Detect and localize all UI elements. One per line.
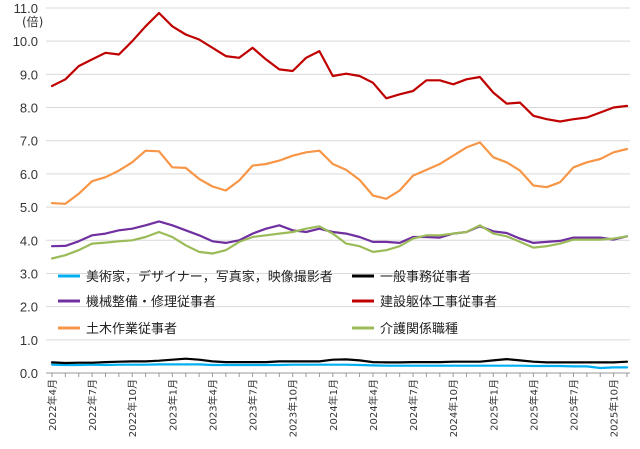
x-tick-label: 2024年7月 bbox=[407, 379, 420, 431]
x-tick-label: 2023年10月 bbox=[287, 379, 300, 437]
legend-item: 美術家，デザイナー，写真家，映像撮影者 bbox=[58, 269, 333, 285]
y-tick-label: 0.0 bbox=[20, 366, 38, 381]
y-tick-label: 10.0 bbox=[13, 34, 38, 49]
x-axis-ticks: 2022年4月 2022年7月 2022年10月 2023年1月 2023年4月 2023… bbox=[46, 379, 621, 437]
y-tick-label: 9.0 bbox=[20, 67, 38, 82]
x-tick-label: 2023年7月 bbox=[247, 379, 260, 431]
legend-item: 一般事務従事者 bbox=[352, 269, 471, 285]
series-line-3 bbox=[50, 220, 629, 248]
x-tick-label: 2022年7月 bbox=[86, 379, 99, 431]
legend-label: 一般事務従事者 bbox=[380, 269, 471, 285]
y-tick-label: 6.0 bbox=[20, 167, 38, 182]
y-tick-label: 1.0 bbox=[20, 333, 38, 348]
gridlines bbox=[46, 7, 630, 341]
legend-label: 介護関係職種 bbox=[380, 321, 458, 337]
y-tick-label: 7.0 bbox=[20, 134, 38, 149]
y-tick-label: 3.0 bbox=[20, 266, 38, 281]
series-line-6 bbox=[50, 224, 629, 260]
y-axis-unit-label: (倍) bbox=[22, 14, 43, 29]
legend-label: 美術家，デザイナー，写真家，映像撮影者 bbox=[86, 269, 333, 285]
series-lines bbox=[50, 11, 629, 370]
series-line-2 bbox=[50, 357, 629, 365]
x-tick-label: 2023年4月 bbox=[206, 379, 219, 431]
y-tick-label: 4.0 bbox=[20, 233, 38, 248]
legend-item: 介護関係職種 bbox=[352, 321, 458, 337]
y-tick-label: 11.0 bbox=[14, 1, 38, 16]
y-tick-label: 2.0 bbox=[20, 300, 38, 315]
legend-item: 機械整備・修理従事者 bbox=[58, 294, 216, 310]
y-axis-ticks: 0.0 1.0 2.0 3.0 4.0 5.0 6.0 7.0 8.0 9.0 10.0 11.0 bbox=[13, 1, 38, 381]
x-tick-label: 2025年4月 bbox=[527, 379, 540, 431]
x-axis bbox=[46, 372, 630, 377]
legend-item: 建設躯体工事従事者 bbox=[352, 294, 497, 310]
x-tick-label: 2024年10月 bbox=[447, 379, 460, 437]
legend-label: 土木作業従事者 bbox=[86, 321, 177, 337]
y-tick-label: 8.0 bbox=[20, 101, 38, 116]
series-line-5 bbox=[50, 141, 629, 205]
x-tick-label: 2025年1月 bbox=[487, 379, 500, 431]
legend-label: 建設躯体工事従事者 bbox=[380, 294, 497, 310]
x-tick-label: 2024年4月 bbox=[367, 379, 380, 431]
series-line-4 bbox=[50, 11, 629, 123]
series-line-1 bbox=[50, 363, 629, 370]
x-tick-label: 2022年4月 bbox=[46, 379, 59, 431]
x-tick-label: 2025年7月 bbox=[568, 379, 581, 431]
y-tick-label: 5.0 bbox=[20, 200, 38, 215]
x-tick-label: 2023年1月 bbox=[166, 379, 179, 431]
legend-label: 機械整備・修理従事者 bbox=[86, 294, 216, 310]
x-tick-label: 2025年10月 bbox=[608, 379, 621, 437]
x-tick-label: 2024年1月 bbox=[327, 379, 340, 431]
legend-item: 土木作業従事者 bbox=[58, 321, 177, 337]
x-tick-label: 2022年10月 bbox=[126, 379, 139, 437]
